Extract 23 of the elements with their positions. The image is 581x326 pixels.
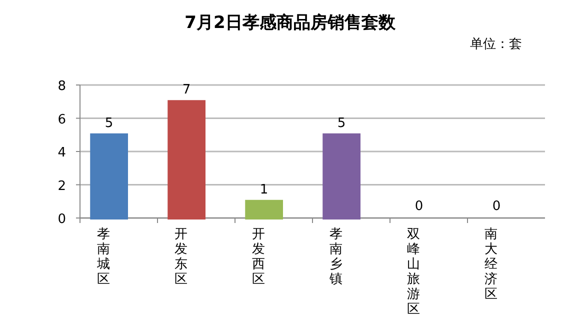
text: 单位：套 [470,37,522,52]
bar [245,200,283,220]
x-tick-label: 南大经济区 [484,227,498,302]
x-tick-label: 开发西区 [252,227,265,287]
y-tick-label: 2 [58,178,66,194]
y-tick-label: 0 [58,212,66,227]
y-tick-label: 8 [58,79,66,94]
data-label: 5 [104,116,114,131]
x-tick-label: 孝南城区 [96,227,110,287]
bar [168,100,206,220]
y-tick-label: 6 [58,112,66,128]
data-label: 0 [414,199,424,214]
y-tick-label: 4 [58,146,66,160]
x-tick-label: 开发东区 [174,227,188,287]
data-label: 1 [260,182,268,198]
bar [322,133,360,220]
x-tick-label: 双峰山旅游区 [406,227,420,317]
data-label: 0 [492,199,501,214]
chart-title: 7月2日孝感商品房销售套数 [184,13,396,33]
bar [90,133,128,220]
x-tick-label: 孝南乡镇 [328,227,342,287]
data-label: 7 [182,82,191,98]
data-label: 5 [337,116,346,131]
